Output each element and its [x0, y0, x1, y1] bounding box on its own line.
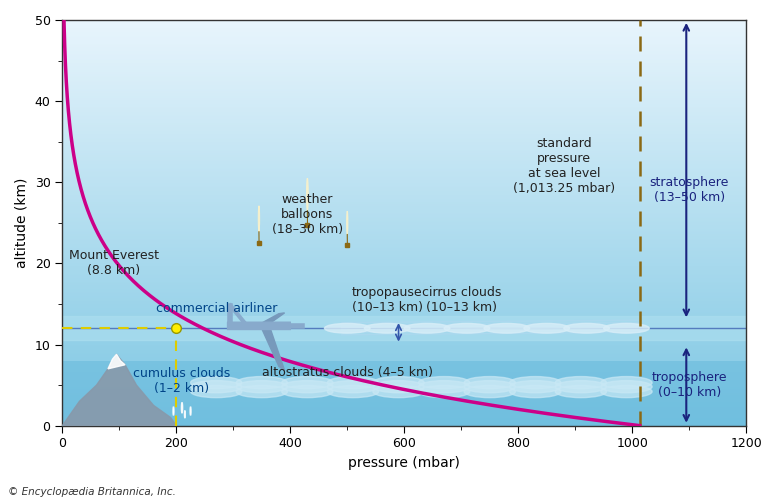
Ellipse shape	[419, 376, 470, 388]
Ellipse shape	[464, 376, 515, 388]
Polygon shape	[262, 328, 284, 370]
Text: weather
balloons
(18–30 km): weather balloons (18–30 km)	[272, 193, 343, 236]
Ellipse shape	[464, 380, 515, 393]
Ellipse shape	[307, 178, 308, 210]
Ellipse shape	[601, 386, 652, 398]
Ellipse shape	[510, 376, 561, 388]
Ellipse shape	[282, 380, 333, 393]
Ellipse shape	[236, 376, 287, 388]
Text: tropopause
(10–13 km): tropopause (10–13 km)	[352, 286, 423, 314]
Polygon shape	[108, 354, 125, 369]
Ellipse shape	[556, 376, 607, 388]
Ellipse shape	[464, 386, 515, 398]
Ellipse shape	[373, 386, 424, 398]
Ellipse shape	[564, 324, 609, 333]
FancyBboxPatch shape	[228, 322, 291, 330]
Ellipse shape	[556, 386, 607, 398]
Text: © Encyclopædia Britannica, Inc.: © Encyclopædia Britannica, Inc.	[8, 487, 176, 497]
Ellipse shape	[484, 324, 530, 333]
Ellipse shape	[404, 324, 450, 333]
Ellipse shape	[258, 206, 260, 232]
Ellipse shape	[282, 386, 333, 398]
Ellipse shape	[419, 386, 470, 398]
Ellipse shape	[510, 386, 561, 398]
Ellipse shape	[190, 376, 242, 388]
Text: standard
pressure
at sea level
(1,013.25 mbar): standard pressure at sea level (1,013.25…	[513, 137, 615, 195]
Ellipse shape	[236, 380, 287, 393]
Ellipse shape	[601, 380, 652, 393]
Ellipse shape	[190, 407, 191, 416]
Polygon shape	[262, 313, 284, 323]
Bar	[62, 316, 746, 340]
Ellipse shape	[325, 324, 370, 333]
Polygon shape	[62, 354, 176, 426]
Text: stratosphere
(13–50 km): stratosphere (13–50 km)	[650, 176, 729, 204]
Ellipse shape	[190, 380, 242, 393]
Y-axis label: altitude (km): altitude (km)	[15, 178, 29, 268]
Ellipse shape	[373, 376, 424, 388]
Ellipse shape	[327, 386, 378, 398]
Ellipse shape	[556, 380, 607, 393]
X-axis label: pressure (mbar): pressure (mbar)	[348, 456, 460, 470]
Text: troposphere
(0–10 km): troposphere (0–10 km)	[651, 371, 727, 399]
Ellipse shape	[510, 380, 561, 393]
Text: commercial airliner: commercial airliner	[155, 302, 277, 314]
Ellipse shape	[373, 380, 424, 393]
Ellipse shape	[173, 407, 174, 416]
Ellipse shape	[364, 324, 410, 333]
Ellipse shape	[601, 376, 652, 388]
Ellipse shape	[419, 380, 470, 393]
Text: Mount Everest
(8.8 km): Mount Everest (8.8 km)	[68, 250, 159, 278]
Text: cirrus clouds
(10–13 km): cirrus clouds (10–13 km)	[422, 286, 501, 314]
Text: altostratus clouds (4–5 km): altostratus clouds (4–5 km)	[262, 366, 433, 380]
Ellipse shape	[327, 376, 378, 388]
Ellipse shape	[236, 386, 287, 398]
Ellipse shape	[604, 324, 650, 333]
Ellipse shape	[181, 402, 183, 413]
Ellipse shape	[444, 324, 490, 333]
Ellipse shape	[282, 376, 333, 388]
Ellipse shape	[190, 386, 242, 398]
Ellipse shape	[347, 211, 348, 234]
Ellipse shape	[327, 380, 378, 393]
Ellipse shape	[524, 324, 570, 333]
Text: cumulus clouds
(1–2 km): cumulus clouds (1–2 km)	[134, 367, 231, 395]
Ellipse shape	[184, 410, 185, 418]
